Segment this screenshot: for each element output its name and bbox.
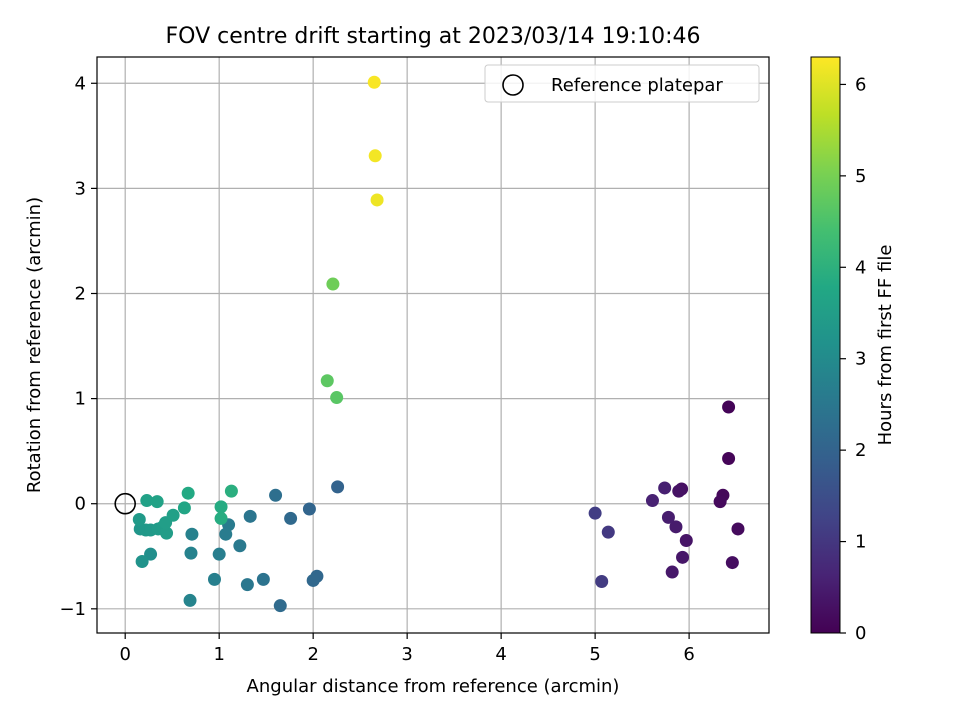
data-point <box>207 572 221 586</box>
data-point <box>185 527 199 541</box>
data-point <box>177 501 191 515</box>
data-point <box>273 599 287 613</box>
data-point <box>256 572 270 586</box>
x-tick-label: 3 <box>401 644 412 665</box>
colorbar-tick-label: 0 <box>855 623 866 644</box>
x-tick-label: 6 <box>683 644 694 665</box>
colorbar: 0 1 2 3 4 5 6 Hours from first FF file <box>810 56 896 644</box>
x-tick-label: 4 <box>495 644 506 665</box>
colorbar-tick-label: 6 <box>855 74 866 95</box>
data-point <box>144 547 158 561</box>
data-point <box>214 511 228 525</box>
chart-title: FOV centre drift starting at 2023/03/14 … <box>166 24 701 49</box>
data-point <box>150 495 164 509</box>
colorbar-tick-label: 2 <box>855 440 866 461</box>
data-point <box>224 484 238 498</box>
legend-label: Reference platepar <box>551 75 723 96</box>
data-point <box>306 573 320 587</box>
x-tick-label: 5 <box>589 644 600 665</box>
x-tick-label: 2 <box>307 644 318 665</box>
data-point <box>326 277 340 291</box>
data-point <box>181 486 195 500</box>
data-point <box>269 488 283 502</box>
data-point <box>140 494 154 508</box>
data-point <box>240 578 254 592</box>
data-point <box>661 510 675 524</box>
y-tick-label: −1 <box>59 599 86 620</box>
y-tick-label: 1 <box>75 389 86 410</box>
data-point <box>676 550 690 564</box>
data-point <box>184 546 198 560</box>
data-point <box>302 502 316 516</box>
data-point <box>588 506 602 520</box>
x-axis-label: Angular distance from reference (arcmin) <box>247 676 620 697</box>
reference-platepar-marker <box>114 492 136 515</box>
data-point <box>214 500 228 514</box>
data-point <box>330 391 344 405</box>
data-point <box>160 526 174 540</box>
legend-marker-icon <box>502 74 524 96</box>
data-point <box>132 512 146 526</box>
data-point <box>595 574 609 588</box>
data-point <box>658 481 672 495</box>
colorbar-tick-label: 5 <box>855 166 866 187</box>
data-point <box>166 508 180 522</box>
data-point <box>722 452 736 466</box>
data-point <box>731 522 745 536</box>
colorbar-tick-label: 3 <box>855 349 866 370</box>
data-point <box>722 400 736 414</box>
x-axis-ticks: 0 1 2 3 4 5 6 <box>119 633 695 665</box>
y-tick-label: 3 <box>75 178 86 199</box>
data-point <box>679 534 693 548</box>
colorbar-tick-label: 1 <box>855 532 866 553</box>
data-point <box>212 547 226 561</box>
data-point <box>645 494 659 508</box>
data-point <box>368 149 382 163</box>
legend: Reference platepar <box>484 64 760 103</box>
data-point <box>233 539 247 553</box>
legend-box <box>484 64 760 103</box>
data-point <box>219 527 233 541</box>
data-point <box>725 556 739 570</box>
x-tick-label: 1 <box>213 644 224 665</box>
plot-frame <box>96 56 770 634</box>
colorbar-tick-label: 4 <box>855 257 866 278</box>
y-axis-ticks: −1 0 1 2 3 4 <box>59 73 97 620</box>
y-tick-label: 0 <box>75 494 86 515</box>
grid <box>97 57 769 633</box>
data-point <box>135 555 149 569</box>
colorbar-gradient <box>810 56 841 634</box>
data-point <box>331 480 345 494</box>
data-point <box>243 509 257 523</box>
data-point <box>320 374 334 388</box>
colorbar-ticks: 0 1 2 3 4 5 6 <box>840 74 866 644</box>
colorbar-label: Hours from first FF file <box>875 245 896 446</box>
data-point <box>672 484 686 498</box>
x-tick-label: 0 <box>119 644 130 665</box>
data-point <box>367 75 381 89</box>
scatter-points <box>132 75 745 613</box>
data-point <box>665 565 679 579</box>
y-axis-label: Rotation from reference (arcmin) <box>24 197 45 493</box>
data-point <box>601 525 615 539</box>
y-tick-label: 2 <box>75 283 86 304</box>
y-tick-label: 4 <box>75 73 86 94</box>
data-point <box>370 193 384 207</box>
data-point <box>713 495 727 509</box>
data-point <box>669 520 683 534</box>
data-point <box>284 511 298 525</box>
data-point <box>183 593 197 607</box>
